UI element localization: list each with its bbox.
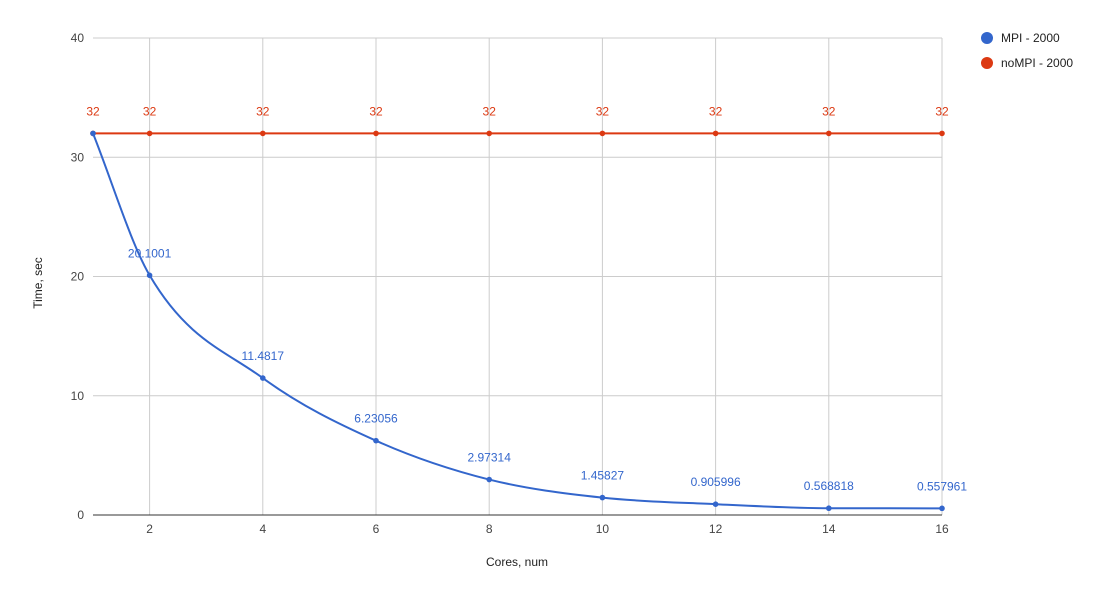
- data-point-nompi-2000: [373, 130, 379, 137]
- data-label-mpi-2000: 0.557961: [917, 479, 967, 493]
- y-tick-label: 40: [71, 31, 85, 45]
- data-point-mpi-2000: [90, 130, 96, 137]
- legend: MPI - 2000 noMPI - 2000: [981, 31, 1073, 70]
- x-tick-label: 4: [259, 522, 266, 536]
- series: [90, 130, 945, 512]
- y-tick-label: 20: [71, 270, 85, 284]
- series-line-mpi-2000: [92, 133, 943, 510]
- data-label-mpi-2000: 6.23056: [354, 412, 398, 426]
- data-label-nompi-2000: 32: [369, 104, 383, 118]
- x-tick-label: 12: [709, 522, 723, 536]
- y-tick-label: 10: [71, 389, 85, 403]
- y-tick-label: 30: [71, 150, 85, 164]
- data-label-mpi-2000: 1.45827: [581, 469, 625, 483]
- data-point-mpi-2000: [260, 375, 266, 381]
- legend-label: MPI - 2000: [1001, 31, 1060, 45]
- data-label-mpi-2000: 2.97314: [468, 451, 512, 465]
- data-label-nompi-2000: 32: [822, 104, 836, 118]
- data-point-mpi-2000: [939, 505, 945, 512]
- legend-label: noMPI - 2000: [1001, 56, 1073, 70]
- data-point-nompi-2000: [939, 130, 945, 137]
- data-point-nompi-2000: [486, 130, 493, 137]
- data-point-mpi-2000: [486, 476, 493, 483]
- legend-marker: [981, 57, 993, 69]
- data-label-nompi-2000: 32: [596, 104, 610, 118]
- x-tick-label: 8: [486, 522, 493, 536]
- data-label-nompi-2000: 32: [86, 104, 100, 118]
- legend-marker: [981, 32, 993, 44]
- data-label-mpi-2000: 0.568818: [804, 479, 854, 493]
- data-point-nompi-2000: [712, 130, 719, 137]
- x-tick-label: 2: [146, 522, 153, 536]
- data-label-mpi-2000: 11.4817: [242, 349, 285, 363]
- data-label-nompi-2000: 32: [143, 104, 157, 118]
- data-label-mpi-2000: 0.905996: [691, 475, 741, 489]
- data-label-nompi-2000: 32: [483, 104, 497, 118]
- y-axis-title: Time, sec: [31, 257, 45, 309]
- data-point-mpi-2000: [599, 494, 606, 501]
- data-label-nompi-2000: 32: [256, 104, 270, 118]
- data-labels: 32 32 32 32 32 32 32 32 32 20.1001 11.4817 6.23056 2…: [86, 104, 967, 493]
- x-tick-label: 14: [822, 522, 836, 536]
- x-tick-label: 6: [373, 522, 380, 536]
- axes: 0 10 20 30 40 2 4 6 8 10 12 14 16: [71, 31, 949, 536]
- y-tick-label: 0: [77, 508, 84, 522]
- x-axis-title: Cores, num: [486, 555, 548, 569]
- data-point-mpi-2000: [712, 501, 719, 507]
- data-point-mpi-2000: [373, 437, 379, 444]
- data-point-nompi-2000: [260, 130, 266, 137]
- data-point-mpi-2000: [146, 272, 153, 279]
- data-point-mpi-2000: [826, 505, 832, 512]
- data-point-nompi-2000: [826, 130, 832, 137]
- x-tick-label: 10: [596, 522, 610, 536]
- data-label-nompi-2000: 32: [935, 104, 949, 118]
- data-point-nompi-2000: [599, 130, 606, 137]
- data-label-mpi-2000: 20.1001: [128, 246, 172, 260]
- x-tick-label: 16: [935, 522, 949, 536]
- data-point-nompi-2000: [146, 130, 153, 137]
- data-label-nompi-2000: 32: [709, 104, 723, 118]
- grid: [93, 37, 943, 515]
